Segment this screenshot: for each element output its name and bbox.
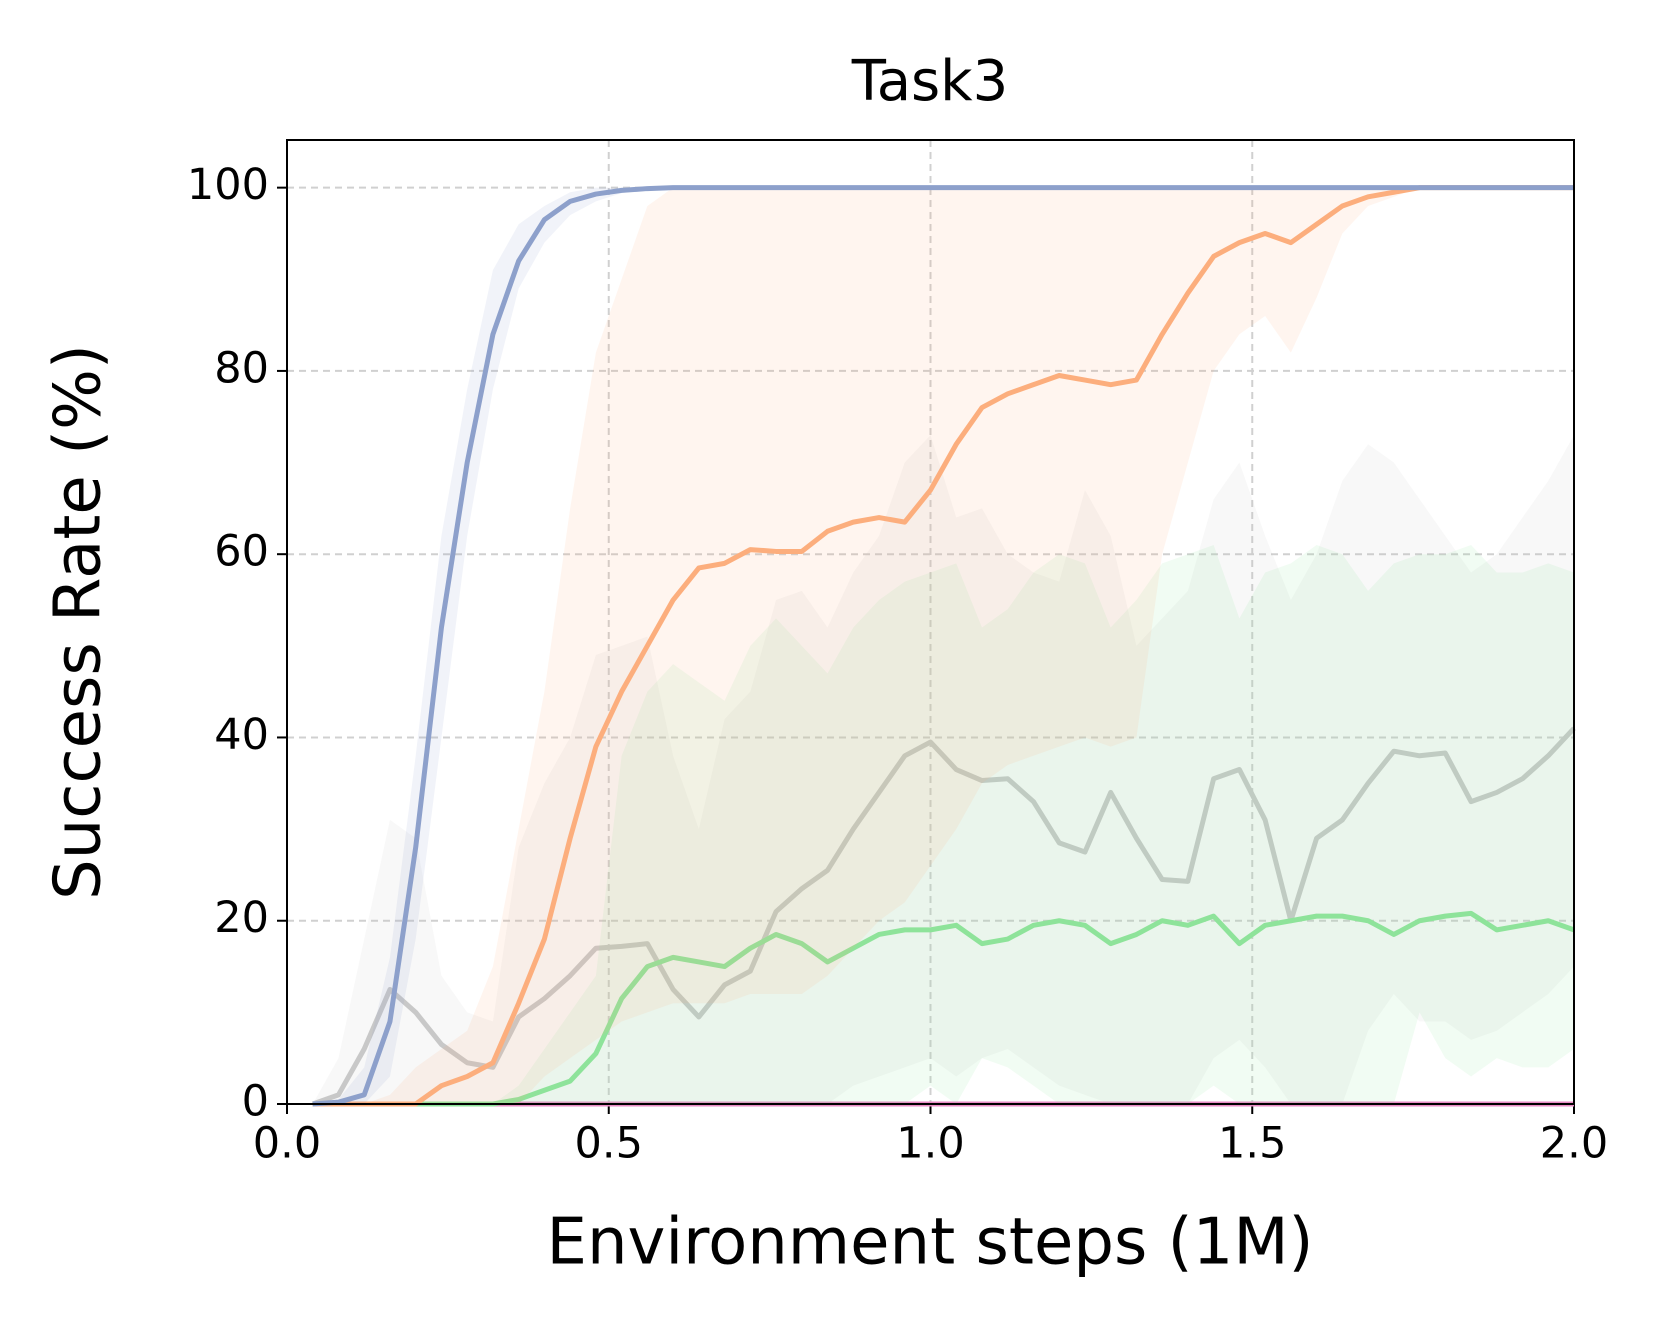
series-line <box>311 726 1576 1107</box>
x-axis-label: Environment steps (1M) <box>547 1206 1314 1280</box>
y-tick-label: 20 <box>214 893 269 943</box>
series-line <box>312 185 1574 1107</box>
confidence-band <box>312 545 1574 1104</box>
chart-title: Task3 <box>851 49 1009 114</box>
y-tick-label: 100 <box>187 160 269 210</box>
series-line <box>312 185 1574 1107</box>
y-tick-label: 40 <box>214 710 269 760</box>
y-axis-label: Success Rate (%) <box>42 344 116 900</box>
confidence-band <box>312 187 1574 1104</box>
confidence-band <box>312 435 1574 1104</box>
series-line <box>312 910 1575 1107</box>
x-tick-label: 0.0 <box>253 1119 321 1169</box>
x-tick-label: 0.5 <box>575 1119 643 1169</box>
plot-frame <box>286 139 1575 1105</box>
x-tick-label: 1.0 <box>896 1119 964 1169</box>
y-tick-label: 80 <box>214 343 269 393</box>
x-tick-label: 1.5 <box>1218 1119 1286 1169</box>
x-tick-label: 2.0 <box>1540 1119 1608 1169</box>
y-tick-label: 60 <box>214 527 269 577</box>
y-tick-label: 0 <box>242 1077 269 1127</box>
